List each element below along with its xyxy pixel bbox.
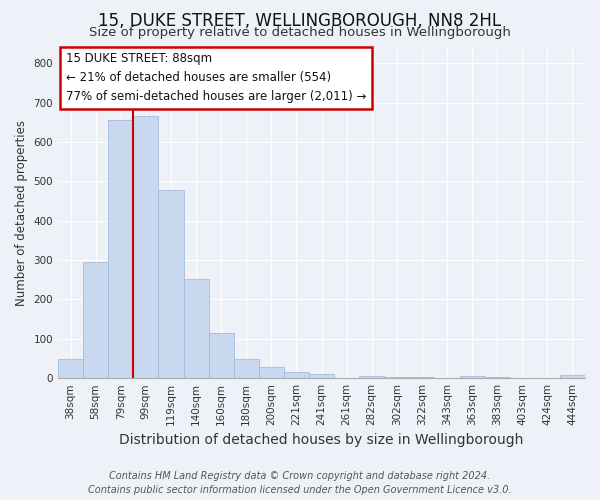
Bar: [133, 116, 158, 378]
Bar: [158, 190, 184, 378]
Text: Contains HM Land Registry data © Crown copyright and database right 2024.
Contai: Contains HM Land Registry data © Crown c…: [88, 471, 512, 495]
Text: 15, DUKE STREET, WELLINGBOROUGH, NN8 2HL: 15, DUKE STREET, WELLINGBOROUGH, NN8 2HL: [98, 12, 502, 30]
Y-axis label: Number of detached properties: Number of detached properties: [15, 120, 28, 306]
X-axis label: Distribution of detached houses by size in Wellingborough: Distribution of detached houses by size …: [119, 434, 524, 448]
Bar: [409, 377, 434, 378]
Bar: [284, 372, 309, 378]
Bar: [209, 334, 233, 378]
Bar: [460, 376, 485, 378]
Bar: [560, 376, 585, 378]
Text: 15 DUKE STREET: 88sqm
← 21% of detached houses are smaller (554)
77% of semi-det: 15 DUKE STREET: 88sqm ← 21% of detached …: [66, 52, 367, 104]
Bar: [359, 376, 384, 378]
Bar: [184, 278, 209, 378]
Bar: [309, 374, 334, 378]
Bar: [259, 367, 284, 378]
Text: Size of property relative to detached houses in Wellingborough: Size of property relative to detached ho…: [89, 26, 511, 39]
Bar: [108, 120, 133, 378]
Bar: [233, 360, 259, 378]
Bar: [83, 262, 108, 378]
Bar: [384, 377, 409, 378]
Bar: [58, 360, 83, 378]
